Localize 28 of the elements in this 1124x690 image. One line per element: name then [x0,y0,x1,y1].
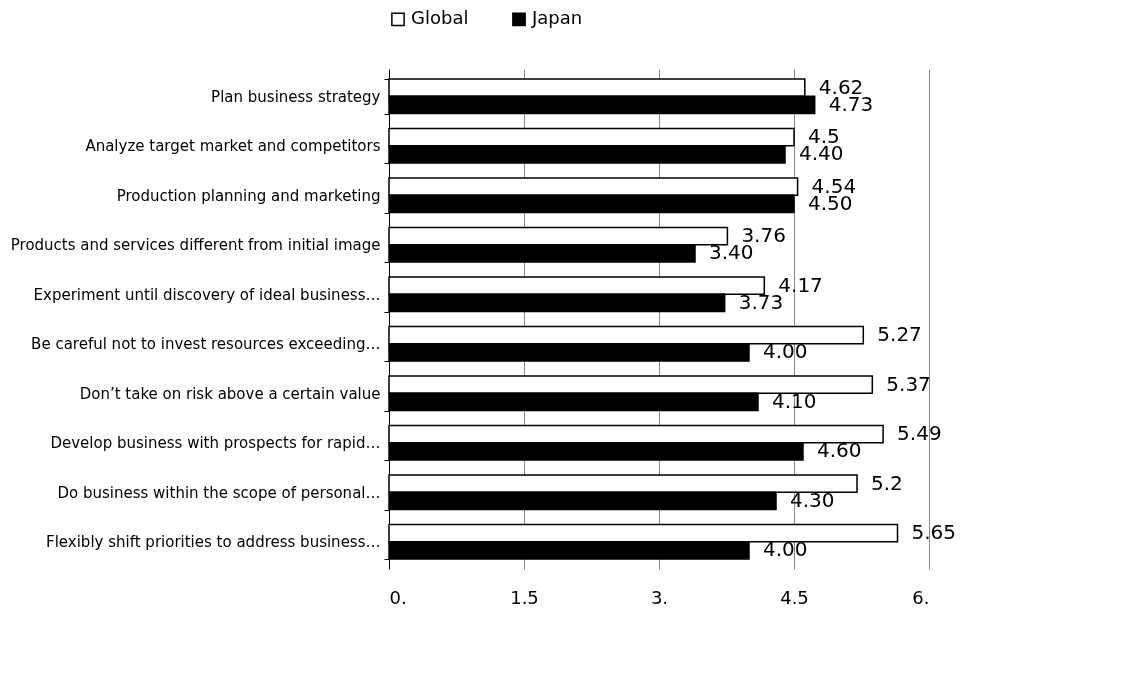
data-label: 5.65 [911,520,957,545]
x-tick-label: 4.5 [780,586,809,608]
x-tick-label: 1.5 [510,586,539,608]
data-label: 4.30 [790,487,835,512]
data-label: 4.00 [763,537,808,562]
y-tick-label: Be careful not to invest resources exceeding… [31,335,381,354]
y-tick-label: Plan business strategy [211,87,381,106]
y-tick-label: Production planning and marketing [116,186,381,205]
data-label: 5.2 [871,470,903,495]
y-tick-label: Do business within the scope of personal… [57,483,381,502]
y-tick-label: Experiment until discovery of ideal business… [33,285,381,304]
y-tick-label: Don’t take on risk above a certain value [79,384,381,403]
data-label: 5.37 [886,371,931,396]
data-label: 5.27 [877,322,922,347]
y-tick-label: Develop business with prospects for rapid… [50,434,381,453]
x-tick-label: 0. [389,586,407,608]
legend-label: Global [411,7,469,29]
data-label: 4.60 [817,438,862,463]
data-label: 4.00 [763,339,808,364]
x-tick-label: 3. [650,586,669,608]
data-label: 4.10 [772,388,817,413]
y-tick-label: Products and services different from initial image [10,236,381,255]
data-label: 5.49 [897,421,942,446]
y-tick-label: Analyze target market and competitors [85,137,381,156]
x-tick-label: 6. [912,586,930,608]
data-label: 3.73 [738,289,784,314]
legend-label: Japan [531,7,583,29]
y-tick-label: Flexibly shift priorities to address business… [46,533,381,552]
